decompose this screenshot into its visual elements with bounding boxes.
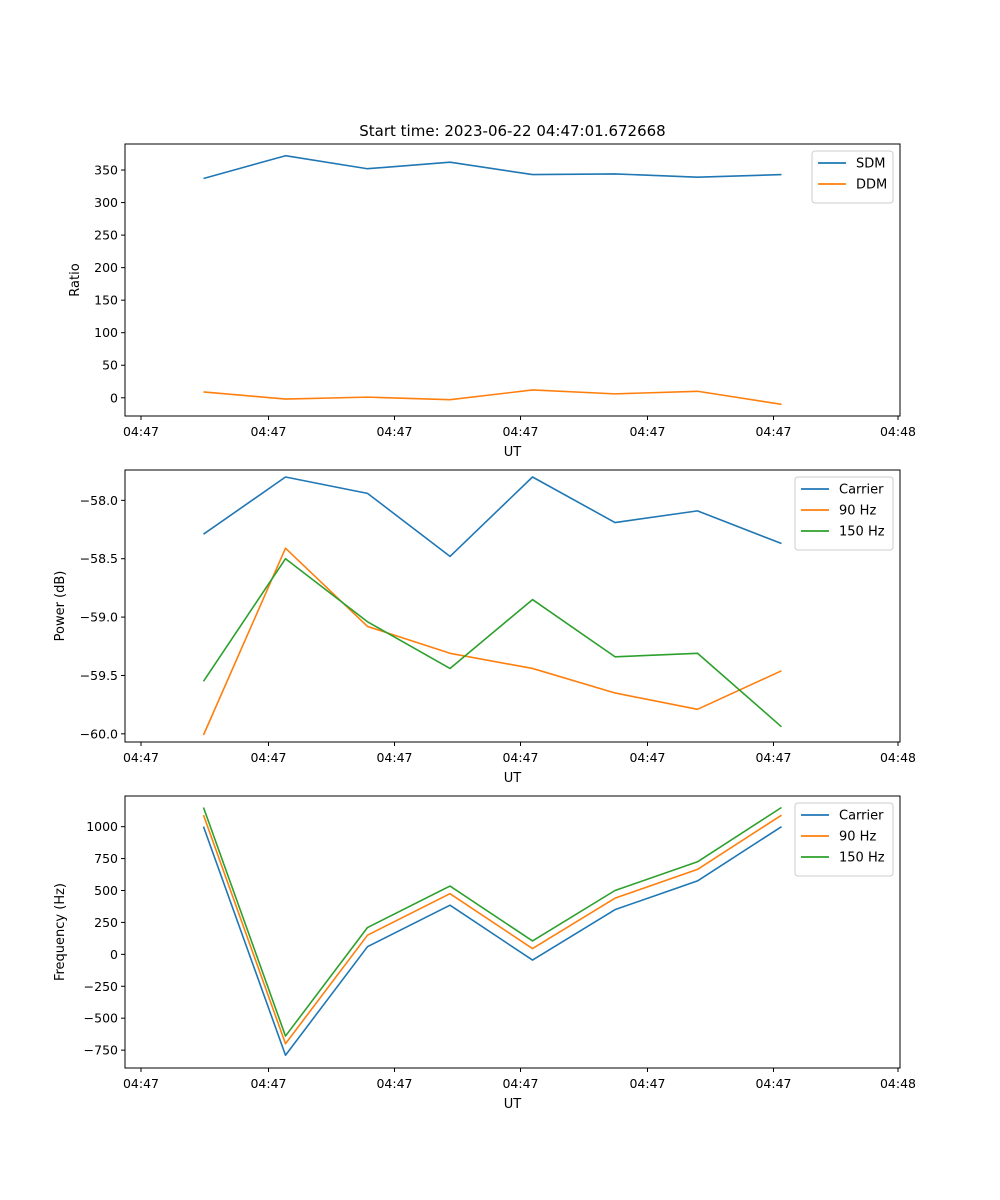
- y-tick-label: 150: [94, 293, 118, 308]
- x-tick-label: 04:47: [123, 750, 159, 765]
- series-line-150-hz: [202, 806, 782, 1037]
- panel-2: −58.0 −58.5 −59.0 −59.5 −60.0 04:47 04:47 04:47…: [53, 469, 916, 786]
- x-axis-label: UT: [504, 1097, 522, 1112]
- legend-label: Carrier: [839, 809, 884, 824]
- x-tick-label: 04:47: [250, 424, 286, 439]
- legend-label: 90 Hz: [839, 504, 876, 519]
- y-tick-label: 250: [94, 915, 118, 930]
- x-tick-label: 04:47: [755, 424, 791, 439]
- x-tick-label: 04:47: [123, 424, 159, 439]
- y-tick-label: 0: [110, 390, 118, 405]
- series-line-carrier: [203, 476, 782, 558]
- figure-title: Start time: 2023-06-22 04:47:01.672668: [359, 122, 665, 140]
- x-tick-label: 04:47: [502, 424, 538, 439]
- legend-label: 90 Hz: [839, 830, 876, 845]
- legend-label: DDM: [856, 178, 887, 193]
- y-tick-label: −58.5: [80, 551, 118, 566]
- x-tick-label: 04:47: [123, 1076, 159, 1091]
- y-tick-label: −60.0: [80, 726, 118, 741]
- x-axis-label: UT: [504, 771, 522, 786]
- x-tick-label: 04:47: [629, 750, 665, 765]
- y-tick-label: 750: [94, 851, 118, 866]
- legend-label: SDM: [856, 157, 885, 172]
- x-tick-label: 04:47: [376, 1076, 412, 1091]
- y-tick-label: −59.0: [80, 610, 118, 625]
- series-line-ddm: [203, 389, 782, 406]
- series-line-150-hz: [202, 557, 783, 728]
- x-axis-label: UT: [504, 445, 522, 460]
- x-tick-label: 04:47: [250, 750, 286, 765]
- y-tick-label: 50: [102, 358, 118, 373]
- axes-frame: [124, 795, 901, 1069]
- legend-label: 150 Hz: [839, 525, 885, 540]
- x-tick-label: 04:48: [880, 1076, 916, 1091]
- y-tick-label: −250: [84, 979, 118, 994]
- y-tick-label: 0: [110, 947, 118, 962]
- y-tick-label: 200: [94, 260, 118, 275]
- x-tick-label: 04:47: [755, 1076, 791, 1091]
- x-tick-label: 04:47: [629, 1076, 665, 1091]
- x-tick-label: 04:47: [629, 424, 665, 439]
- x-tick-label: 04:47: [502, 1076, 538, 1091]
- panel-3: −750 −500 −250 0 250 500 750 1000 04:47 04:47 04:4…: [53, 795, 916, 1112]
- axes-frame: [124, 469, 901, 743]
- series-line-90-hz: [202, 814, 782, 1045]
- legend: SDM DDM: [811, 150, 894, 204]
- x-tick-label: 04:48: [880, 750, 916, 765]
- x-tick-label: 04:48: [880, 424, 916, 439]
- legend: Carrier 90 Hz 150 Hz: [794, 802, 894, 877]
- x-tick-label: 04:47: [502, 750, 538, 765]
- y-tick-label: −58.0: [80, 493, 118, 508]
- x-tick-label: 04:47: [376, 424, 412, 439]
- y-axis-label: Frequency (Hz): [53, 883, 68, 981]
- series-line-sdm: [203, 154, 782, 180]
- y-axis-label: Ratio: [68, 263, 83, 296]
- legend-label: Carrier: [839, 483, 884, 498]
- x-tick-label: 04:47: [250, 1076, 286, 1091]
- x-tick-label: 04:47: [755, 750, 791, 765]
- y-tick-label: 300: [94, 195, 118, 210]
- legend: Carrier 90 Hz 150 Hz: [794, 476, 894, 551]
- y-tick-label: 500: [94, 883, 118, 898]
- y-tick-label: −750: [84, 1043, 118, 1058]
- series-line-90-hz: [202, 547, 782, 736]
- series-line-carrier: [202, 825, 782, 1057]
- axes-frame: [124, 143, 901, 417]
- y-tick-label: −59.5: [80, 668, 118, 683]
- y-tick-label: 250: [94, 228, 118, 243]
- y-tick-label: −500: [84, 1011, 118, 1026]
- legend-box: [811, 150, 894, 204]
- x-tick-label: 04:47: [376, 750, 412, 765]
- y-tick-label: 1000: [86, 819, 118, 834]
- y-tick-label: 350: [94, 163, 118, 178]
- legend-label: 150 Hz: [839, 851, 885, 866]
- panel-1: 0 50 100 150 200 250 300 350 04:47 04:47 04:47 04:4…: [68, 143, 916, 460]
- y-axis-label: Power (dB): [53, 571, 68, 642]
- y-tick-label: 100: [94, 325, 118, 340]
